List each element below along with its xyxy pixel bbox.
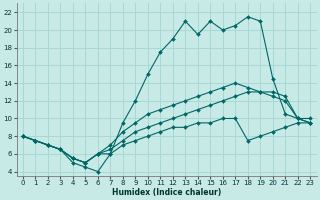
X-axis label: Humidex (Indice chaleur): Humidex (Indice chaleur) bbox=[112, 188, 221, 197]
